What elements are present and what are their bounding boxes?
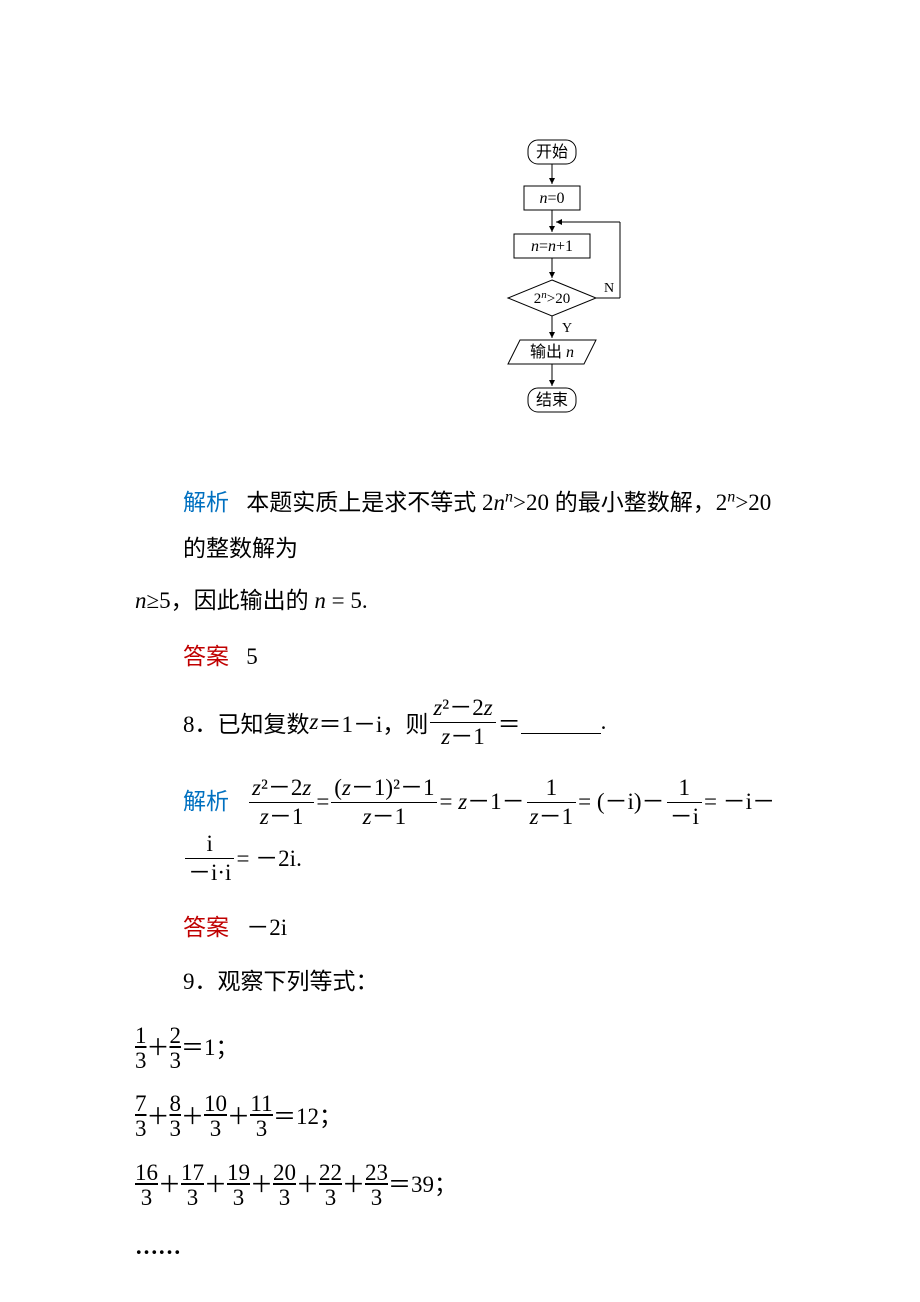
q9-eq1: 13＋23＝1； <box>135 1023 800 1074</box>
q8-answer: 答案 －2i <box>135 905 800 951</box>
q9-eq1-rhs: ＝1； <box>181 1035 239 1060</box>
q9-ellipsis: …… <box>135 1224 800 1270</box>
q7-geq: ≥5，因此输出的 <box>147 588 315 613</box>
q9-eq2: 73＋ 83＋ 10 3 ＋ 11 3 ＝12； <box>135 1091 800 1142</box>
cond-no-label: N <box>604 281 614 296</box>
node-inc-label: n=n+1 <box>530 238 572 255</box>
q7-analysis-text-1: 本题实质上是求不等式 2 <box>246 490 493 515</box>
flowchart: 开始 n=0 n=n+1 2n>20 Y N 输出 n 结束 <box>295 130 800 420</box>
q9-eq3: 16 3 ＋ 17 3 ＋ 19 3 ＋ 20 3 ＋ 22 3 ＋ 23 3 … <box>135 1160 800 1211</box>
q9-number: 9． <box>183 969 218 994</box>
q8-eq5: = －2i. <box>236 845 301 873</box>
q7-n-var: n <box>135 588 147 613</box>
q8-question: 8． 已知复数 z＝1－i，则 z²－2z z－1 ＝. <box>135 694 800 750</box>
q7-eq5: = 5. <box>326 588 368 613</box>
answer-label: 答案 <box>183 644 229 669</box>
node-cond-label: 2n>20 <box>533 289 569 307</box>
q7-n-var-2: n <box>314 588 326 613</box>
node-out-label: 输出 n <box>529 343 573 361</box>
node-end-label: 结束 <box>535 391 567 409</box>
flowchart-svg: 开始 n=0 n=n+1 2n>20 Y N 输出 n 结束 <box>448 130 648 420</box>
q9-eq3-rhs: ＝39； <box>388 1172 457 1197</box>
q8-answer-value: －2i <box>246 915 287 940</box>
q8-intro: 已知复数 <box>218 705 310 739</box>
q8-eq1: = <box>316 788 329 816</box>
q9-intro: 观察下列等式： <box>218 969 379 994</box>
q7-answer-value: 5 <box>246 644 258 669</box>
node-start-label: 开始 <box>535 143 567 161</box>
q8-eqblank: ＝ <box>498 705 521 739</box>
q7-analysis: 解析 本题实质上是求不等式 2nn>20 的最小整数解，2n>20 的整数解为 <box>135 480 800 572</box>
q8-eq3: = (－i)－ <box>578 788 664 816</box>
q9-question: 9．观察下列等式： <box>135 959 800 1005</box>
q8-eq4: = －i－ <box>704 788 775 816</box>
analysis-label-2: 解析 <box>183 788 229 816</box>
q7-analysis-line2: n≥5，因此输出的 n = 5. <box>135 578 800 624</box>
cond-yes-label: Y <box>562 321 572 336</box>
q7-answer: 答案 5 <box>135 634 800 680</box>
q9-eq2-rhs: ＝12； <box>273 1104 342 1129</box>
q8-number: 8． <box>183 705 218 739</box>
answer-label-2: 答案 <box>183 915 229 940</box>
q8-blank <box>521 711 601 734</box>
analysis-label: 解析 <box>183 490 229 515</box>
q8-analysis: 解析 z²－2zz－1 = (z－1)²－1z－1 = z－1－ 1z－1 = … <box>135 774 800 886</box>
q8-period: . <box>601 709 607 735</box>
node-init-label: n=0 <box>539 190 564 207</box>
